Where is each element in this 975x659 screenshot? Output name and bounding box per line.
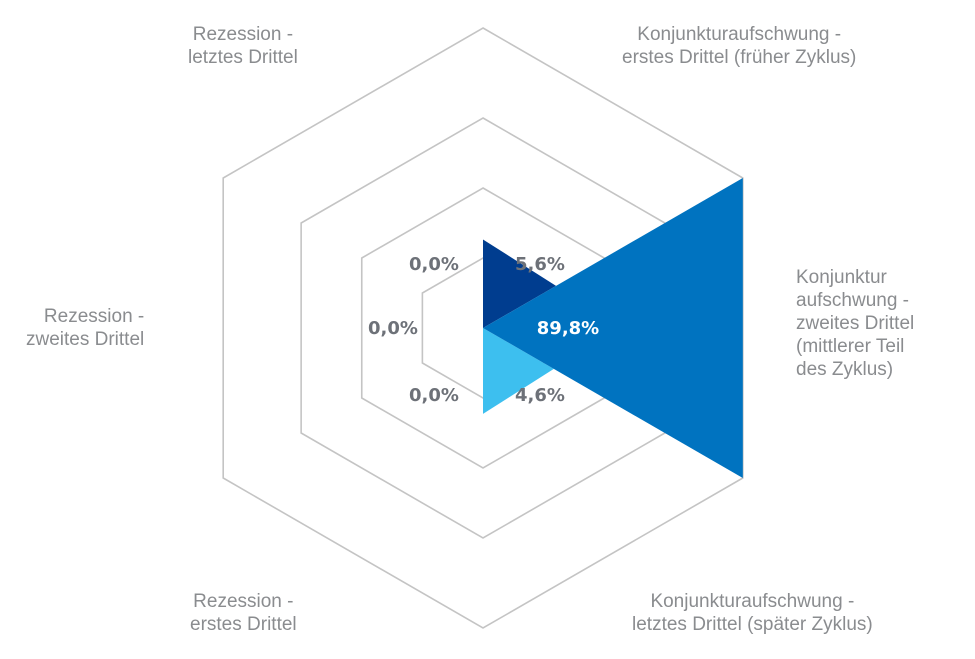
axis-label-upswing-second-third: Konjunktur aufschwung - zweites Drittel … — [796, 267, 915, 380]
value-labels: 5,6% 89,8% 4,6% 0,0% 0,0% 0,0% — [368, 254, 599, 406]
radar-marks — [483, 178, 743, 478]
segment-2 — [483, 328, 554, 414]
axis-label-recession-first-third: Rezession - erstes Drittel — [190, 591, 297, 635]
value-label-2: 4,6% — [515, 385, 565, 406]
value-label-3: 0,0% — [409, 385, 459, 406]
value-label-0: 5,6% — [515, 254, 565, 275]
axis-label-recession-last-third: Rezession - letztes Drittel — [188, 24, 298, 68]
grid-ring-2 — [360, 187, 606, 469]
value-label-4: 0,0% — [368, 318, 418, 339]
segment-1 — [483, 178, 743, 478]
axis-label-recession-second-third: Rezession - zweites Drittel — [26, 306, 145, 350]
axis-label-upswing-last-third: Konjunkturaufschwung - letztes Drittel (… — [632, 591, 873, 635]
value-label-1: 89,8% — [537, 318, 599, 339]
value-label-5: 0,0% — [409, 254, 459, 275]
segment-0 — [483, 239, 557, 328]
axis-label-upswing-first-third: Konjunkturaufschwung - erstes Drittel (f… — [622, 24, 857, 68]
